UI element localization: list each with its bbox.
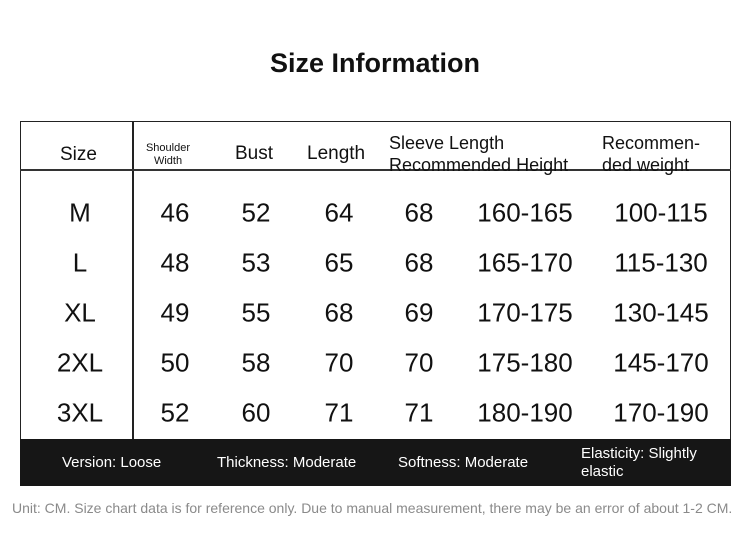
header-weight-2: ded weight: [602, 155, 690, 175]
table-cell: 70: [324, 347, 354, 378]
table-cell: 100-115: [614, 197, 708, 228]
table-cell: 55: [241, 297, 271, 328]
table-cell: 170-175: [477, 297, 573, 328]
header-weight-1: Recommen-: [602, 133, 701, 153]
attributes-bar: Version: Loose Thickness: Moderate Softn…: [20, 439, 731, 486]
table-cell: 48: [160, 247, 190, 278]
header-size: Size: [60, 144, 97, 165]
table-cell: 175-180: [477, 347, 573, 378]
table-cell: 68: [324, 297, 354, 328]
size-table: [20, 121, 731, 440]
attr-softness: Softness: Moderate: [398, 454, 529, 471]
attr-elasticity: Elasticity: Slightly elastic: [581, 445, 697, 480]
table-cell: 3XL: [56, 397, 104, 428]
table-cell: 165-170: [477, 247, 573, 278]
table-cell: L: [72, 247, 88, 278]
table-cell: 49: [160, 297, 190, 328]
table-cell: 50: [160, 347, 190, 378]
table-cell: 71: [324, 397, 354, 428]
header-sleeve: Sleeve Length: [389, 133, 505, 153]
table-cell: 130-145: [613, 297, 709, 328]
table-cell: 70: [404, 347, 434, 378]
divider: [132, 121, 134, 439]
footnote: Unit: CM. Size chart data is for referen…: [12, 500, 733, 516]
header-bust: Bust: [235, 143, 274, 164]
table-cell: 145-170: [613, 347, 709, 378]
table-cell: 160-165: [477, 197, 573, 228]
table-cell: 69: [404, 297, 434, 328]
attr-thickness: Thickness: Moderate: [217, 454, 357, 471]
table-cell: 46: [160, 197, 190, 228]
table-cell: 53: [241, 247, 271, 278]
page-title: Size Information: [269, 48, 480, 78]
divider: [20, 169, 731, 171]
table-cell: 180-190: [477, 397, 573, 428]
table-cell: 170-190: [613, 397, 709, 428]
header-height: Recommended Height: [389, 155, 569, 175]
table-cell: 68: [404, 197, 434, 228]
table-cell: 52: [160, 397, 190, 428]
table-cell: M: [69, 197, 91, 228]
table-cell: 2XL: [56, 347, 104, 378]
table-cell: 115-130: [614, 247, 708, 278]
table-cell: 60: [241, 397, 271, 428]
table-cell: 58: [241, 347, 271, 378]
table-cell: 65: [324, 247, 354, 278]
attr-version: Version: Loose: [62, 454, 162, 471]
table-cell: XL: [64, 297, 96, 328]
table-cell: 52: [241, 197, 271, 228]
table-cell: 71: [404, 397, 434, 428]
header-length: Length: [307, 143, 366, 164]
table-cell: 64: [324, 197, 354, 228]
header-shoulder: Shoulder Width: [145, 142, 191, 168]
table-cell: 68: [404, 247, 434, 278]
